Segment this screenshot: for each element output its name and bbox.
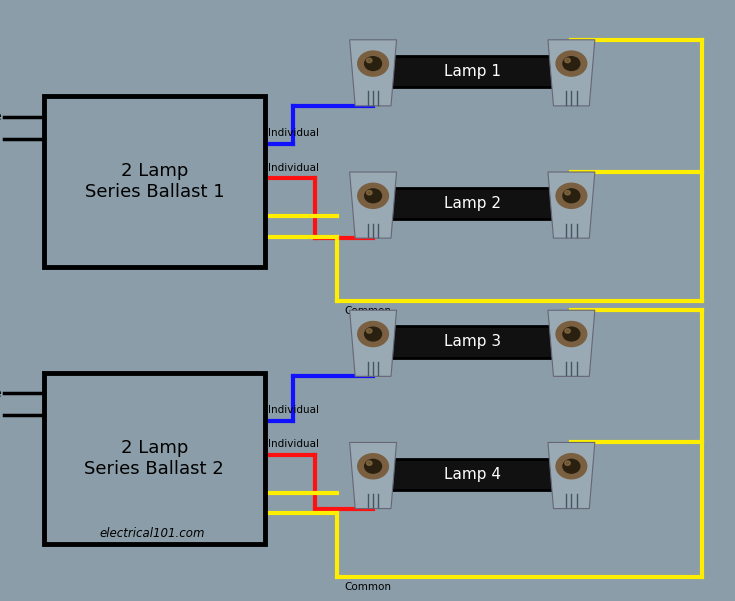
Text: Lamp 3: Lamp 3 xyxy=(444,335,501,349)
Text: Lamp 2: Lamp 2 xyxy=(444,197,501,211)
Circle shape xyxy=(563,327,580,341)
Text: Individual: Individual xyxy=(268,439,319,449)
Text: Line: Line xyxy=(0,110,2,123)
Text: Lamp 1: Lamp 1 xyxy=(444,64,501,79)
Bar xyxy=(386,188,559,219)
Polygon shape xyxy=(548,40,595,106)
Circle shape xyxy=(564,329,570,333)
Text: Individual: Individual xyxy=(268,162,319,172)
Polygon shape xyxy=(548,172,595,238)
Text: Lamp 4: Lamp 4 xyxy=(444,467,501,481)
Circle shape xyxy=(367,58,372,63)
Text: 2 Lamp
Series Ballast 1: 2 Lamp Series Ballast 1 xyxy=(85,162,224,201)
Circle shape xyxy=(563,459,580,473)
Bar xyxy=(386,56,559,87)
Polygon shape xyxy=(548,310,595,376)
Text: Line: Line xyxy=(0,386,2,400)
Circle shape xyxy=(564,461,570,465)
Circle shape xyxy=(365,56,381,70)
Circle shape xyxy=(367,461,372,465)
Polygon shape xyxy=(350,172,397,238)
Text: Neutral: Neutral xyxy=(0,132,2,145)
Text: Individual: Individual xyxy=(268,404,319,415)
Circle shape xyxy=(358,183,388,209)
Text: Common: Common xyxy=(344,306,391,316)
Circle shape xyxy=(556,51,587,76)
Circle shape xyxy=(358,322,388,347)
Circle shape xyxy=(367,191,372,195)
Polygon shape xyxy=(350,442,397,508)
Circle shape xyxy=(365,327,381,341)
Circle shape xyxy=(556,454,587,479)
Text: electrical101.com: electrical101.com xyxy=(99,526,205,540)
Polygon shape xyxy=(548,442,595,508)
Text: 2 Lamp
Series Ballast 2: 2 Lamp Series Ballast 2 xyxy=(85,439,224,478)
Circle shape xyxy=(563,56,580,70)
Circle shape xyxy=(556,322,587,347)
Circle shape xyxy=(365,459,381,473)
Circle shape xyxy=(563,189,580,203)
Circle shape xyxy=(358,51,388,76)
Bar xyxy=(386,459,559,490)
Text: Neutral: Neutral xyxy=(0,409,2,422)
Bar xyxy=(386,326,559,358)
Circle shape xyxy=(556,183,587,209)
Circle shape xyxy=(365,189,381,203)
Circle shape xyxy=(367,329,372,333)
Polygon shape xyxy=(350,310,397,376)
Circle shape xyxy=(358,454,388,479)
Text: Individual: Individual xyxy=(268,128,319,138)
Bar xyxy=(44,373,265,544)
Bar xyxy=(44,96,265,267)
Polygon shape xyxy=(350,40,397,106)
Circle shape xyxy=(564,58,570,63)
Text: Common: Common xyxy=(344,582,391,592)
Circle shape xyxy=(564,191,570,195)
